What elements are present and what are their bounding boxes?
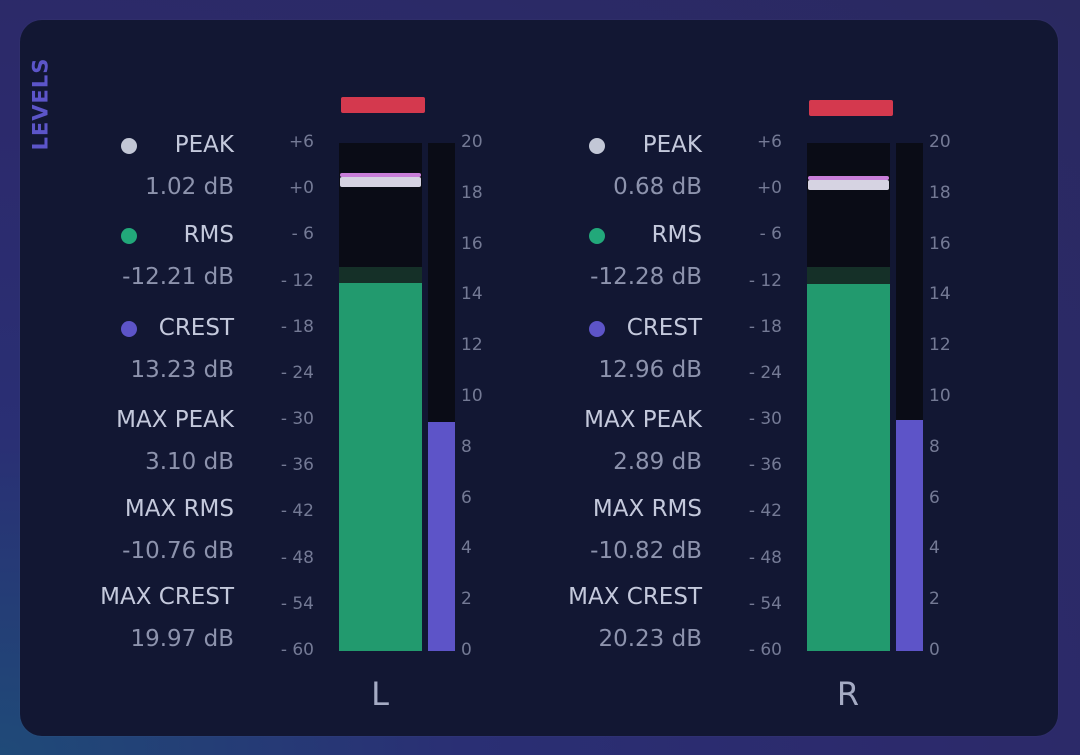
db-tick-label: - 12 bbox=[280, 270, 314, 291]
db-tick-label: - 18 bbox=[748, 316, 782, 337]
db-tick-label: +6 bbox=[288, 132, 314, 152]
crest-tick-label: 20 bbox=[461, 132, 483, 152]
peak-marker bbox=[808, 179, 889, 190]
stat-value-max-peak-l: 3.10 dB bbox=[145, 449, 234, 475]
panel-title: LEVELS bbox=[22, 44, 58, 164]
crest-tick-label: 14 bbox=[461, 284, 483, 305]
stat-value-rms-l: -12.21 dB bbox=[122, 264, 234, 290]
crest-tick-label: 2 bbox=[461, 589, 472, 610]
crest-tick-label: 10 bbox=[461, 386, 483, 406]
db-tick-label: +0 bbox=[756, 178, 782, 199]
stat-value-max-rms-r: -10.82 dB bbox=[590, 538, 702, 564]
peak-marker bbox=[340, 177, 421, 188]
stat-label-max-rms-r: MAX RMS bbox=[592, 496, 702, 522]
stat-label-rms-l: RMS bbox=[183, 222, 234, 248]
stat-label-max-rms-l: MAX RMS bbox=[124, 496, 234, 522]
crest-tick-label: 14 bbox=[929, 284, 951, 305]
db-tick-label: - 30 bbox=[280, 409, 314, 430]
db-tick-label: - 6 bbox=[291, 224, 314, 245]
db-tick-label: - 42 bbox=[280, 501, 314, 522]
max-rms-zone bbox=[339, 267, 422, 284]
stat-label-max-peak-l: MAX PEAK bbox=[116, 407, 234, 433]
db-tick-label: +6 bbox=[756, 132, 782, 152]
crest-tick-label: 6 bbox=[929, 487, 940, 508]
crest-level-bar bbox=[896, 419, 923, 651]
stat-value-peak-r: 0.68 dB bbox=[613, 174, 702, 200]
stat-label-crest-l: CREST bbox=[158, 315, 234, 341]
db-tick-label: - 48 bbox=[748, 547, 782, 568]
crest-tick-label: 0 bbox=[461, 640, 472, 660]
db-tick-label: - 12 bbox=[748, 270, 782, 291]
peak-dot-icon bbox=[121, 138, 137, 154]
crest-tick-label: 6 bbox=[461, 487, 472, 508]
rms-level-bar bbox=[339, 283, 422, 651]
max-peak-marker bbox=[340, 173, 421, 178]
stat-label-crest-r: CREST bbox=[626, 315, 702, 341]
rms-level-bar bbox=[807, 283, 890, 651]
max-peak-marker bbox=[808, 175, 889, 180]
db-tick-label: +0 bbox=[288, 178, 314, 199]
peak-dot-icon bbox=[589, 138, 605, 154]
crest-dot-icon bbox=[121, 321, 137, 337]
stat-value-max-crest-l: 19.97 dB bbox=[130, 626, 234, 652]
crest-tick-label: 16 bbox=[929, 233, 951, 254]
stat-label-max-crest-l: MAX CREST bbox=[100, 584, 234, 610]
stat-value-crest-r: 12.96 dB bbox=[598, 357, 702, 383]
stat-value-max-peak-r: 2.89 dB bbox=[613, 449, 702, 475]
crest-tick-label: 8 bbox=[929, 436, 940, 457]
crest-tick-label: 20 bbox=[929, 132, 951, 152]
db-tick-label: - 48 bbox=[280, 547, 314, 568]
crest-tick-label: 2 bbox=[929, 589, 940, 610]
crest-tick-label: 18 bbox=[929, 182, 951, 203]
db-tick-label: - 54 bbox=[748, 593, 782, 614]
crest-tick-label: 8 bbox=[461, 436, 472, 457]
crest-tick-label: 4 bbox=[929, 538, 940, 559]
db-tick-label: - 36 bbox=[280, 455, 314, 476]
crest-level-bar bbox=[428, 422, 455, 651]
db-tick-label: - 60 bbox=[280, 640, 314, 660]
db-tick-label: - 36 bbox=[748, 455, 782, 476]
rms-dot-icon bbox=[121, 228, 137, 244]
stat-label-max-crest-r: MAX CREST bbox=[568, 584, 702, 610]
stat-value-peak-l: 1.02 dB bbox=[145, 174, 234, 200]
channel-label-r: R bbox=[836, 675, 860, 713]
stat-value-rms-r: -12.28 dB bbox=[590, 264, 702, 290]
clip-indicator bbox=[341, 97, 425, 113]
clip-indicator bbox=[809, 100, 893, 116]
crest-tick-label: 4 bbox=[461, 538, 472, 559]
stat-label-max-peak-r: MAX PEAK bbox=[584, 407, 702, 433]
db-tick-label: - 24 bbox=[280, 362, 314, 383]
channel-label-l: L bbox=[371, 675, 389, 713]
crest-tick-label: 12 bbox=[929, 335, 951, 356]
db-tick-label: - 42 bbox=[748, 501, 782, 522]
db-tick-label: - 60 bbox=[748, 640, 782, 660]
stat-value-max-crest-r: 20.23 dB bbox=[598, 626, 702, 652]
stat-value-crest-l: 13.23 dB bbox=[130, 357, 234, 383]
stat-label-rms-r: RMS bbox=[651, 222, 702, 248]
stat-label-peak-r: PEAK bbox=[642, 132, 702, 158]
db-tick-label: - 6 bbox=[759, 224, 782, 245]
db-tick-label: - 18 bbox=[280, 316, 314, 337]
max-rms-zone bbox=[807, 267, 890, 284]
stat-value-max-rms-l: -10.76 dB bbox=[122, 538, 234, 564]
crest-tick-label: 10 bbox=[929, 386, 951, 406]
db-tick-label: - 30 bbox=[748, 409, 782, 430]
db-tick-label: - 24 bbox=[748, 362, 782, 383]
db-tick-label: - 54 bbox=[280, 593, 314, 614]
crest-tick-label: 18 bbox=[461, 182, 483, 203]
crest-tick-label: 0 bbox=[929, 640, 940, 660]
stat-label-peak-l: PEAK bbox=[174, 132, 234, 158]
rms-dot-icon bbox=[589, 228, 605, 244]
panel-title-text: LEVELS bbox=[28, 57, 52, 151]
crest-tick-label: 12 bbox=[461, 335, 483, 356]
crest-dot-icon bbox=[589, 321, 605, 337]
crest-tick-label: 16 bbox=[461, 233, 483, 254]
